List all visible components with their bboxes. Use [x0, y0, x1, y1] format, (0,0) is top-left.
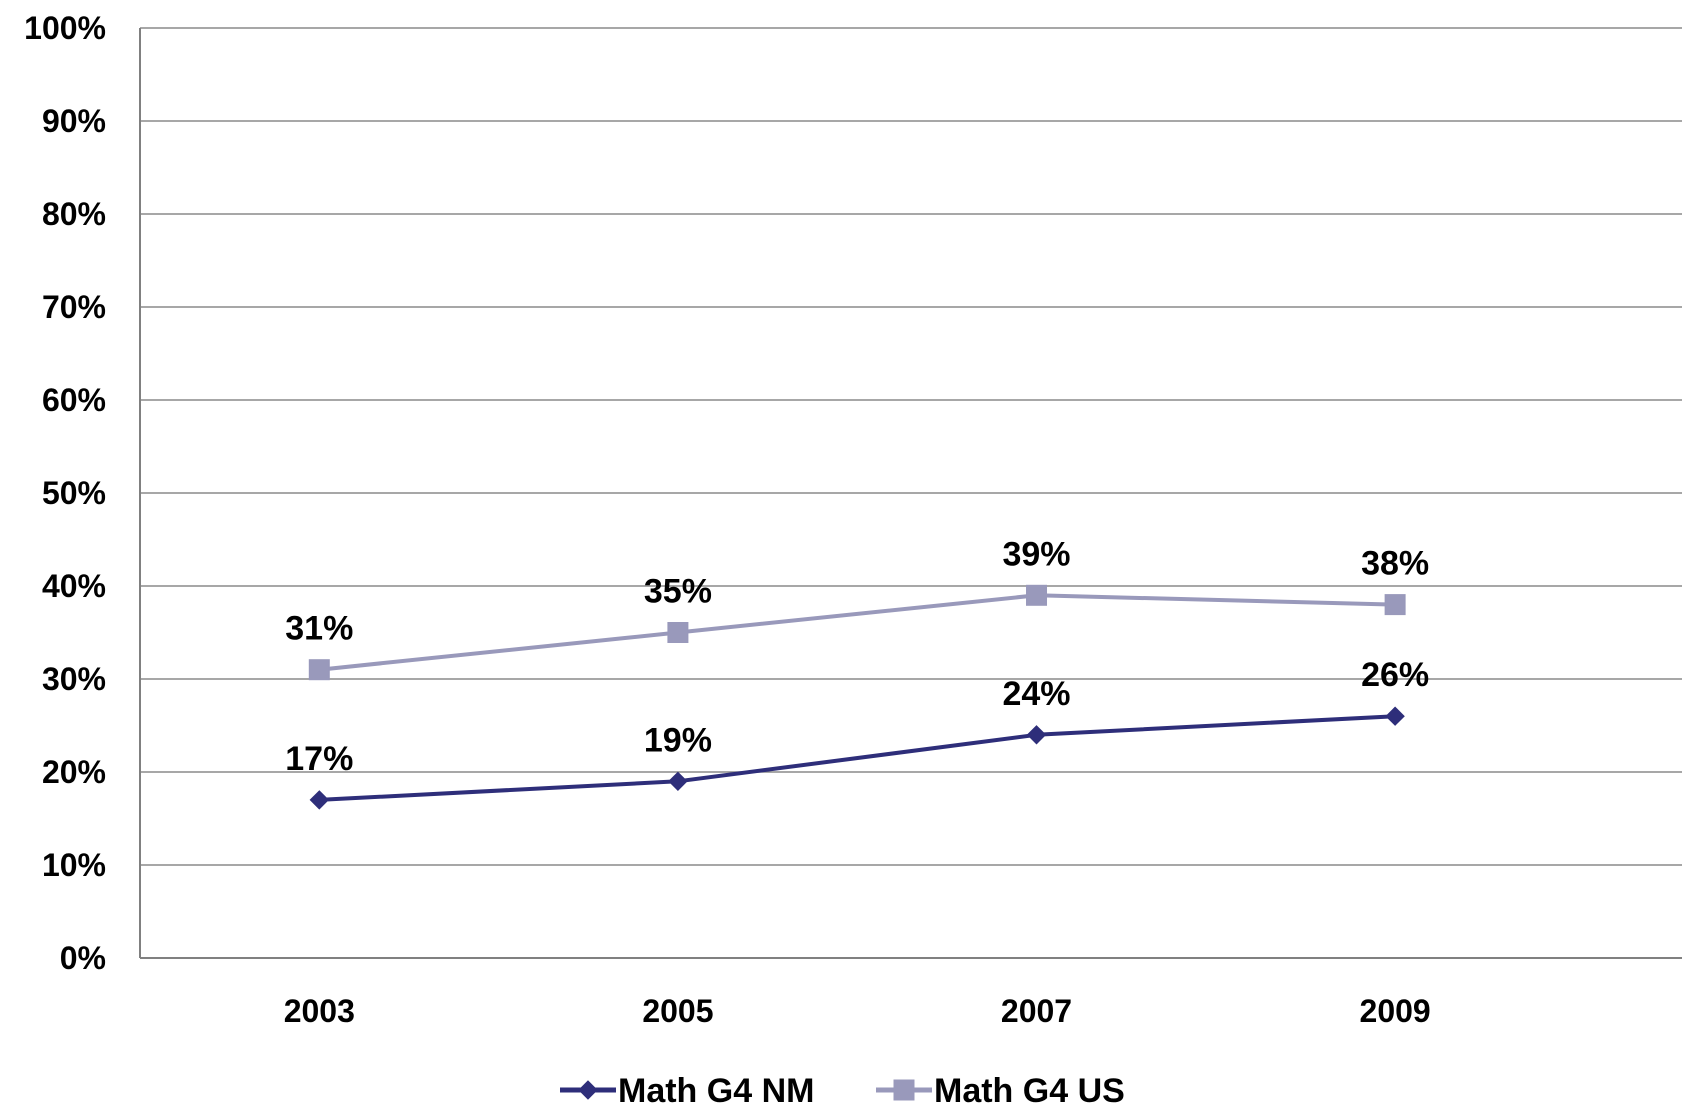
data-point-diamond [309, 790, 330, 810]
y-tick-label: 70% [42, 289, 106, 325]
legend-square-icon [893, 1079, 915, 1101]
y-tick-label: 100% [24, 10, 106, 46]
data-point-square [308, 659, 330, 681]
legend-diamond-icon [578, 1080, 598, 1100]
x-tick-label: 2003 [284, 993, 355, 1029]
x-tick-label: 2005 [642, 993, 713, 1029]
data-label: 35% [644, 573, 712, 611]
x-axis-tick-labels: 2003 2005 2007 2009 [284, 993, 1431, 1029]
y-tick-label: 80% [42, 196, 106, 232]
data-label: 31% [285, 610, 353, 648]
y-tick-label: 40% [42, 568, 106, 604]
data-label: 24% [1002, 675, 1070, 713]
data-label: 19% [644, 721, 712, 759]
y-tick-label: 30% [42, 661, 106, 697]
x-tick-label: 2009 [1360, 993, 1431, 1029]
series-line-math-g4-nm [319, 714, 1396, 802]
y-tick-label: 60% [42, 382, 106, 418]
series-lines [308, 584, 1406, 810]
data-label: 17% [285, 740, 353, 778]
legend-label: Math G4 US [934, 1072, 1125, 1110]
data-point-diamond [1385, 706, 1405, 726]
gridlines [140, 27, 1682, 866]
x-tick-label: 2007 [1001, 993, 1072, 1029]
data-point-square [1384, 594, 1406, 616]
y-tick-label: 0% [60, 940, 106, 976]
axes [139, 28, 1682, 959]
data-point-diamond [1026, 725, 1047, 745]
y-tick-label: 90% [42, 103, 106, 139]
data-label: 26% [1361, 656, 1429, 694]
data-point-square [667, 622, 689, 643]
y-tick-label: 20% [42, 754, 106, 790]
series-line-math-g4-us [319, 593, 1396, 672]
data-label: 39% [1002, 535, 1070, 573]
data-labels: 17% 19% 24% 26% 31% 35% 39% 38% [285, 535, 1429, 778]
data-point-diamond [668, 771, 688, 792]
data-label: 38% [1361, 545, 1429, 583]
y-axis-tick-labels: 0% 10% 20% 30% 40% 50% 60% 70% 80% 90% 100% [24, 10, 106, 976]
data-point-square [1026, 584, 1048, 606]
legend: Math G4 NM Math G4 US [560, 1072, 1125, 1110]
y-tick-label: 50% [42, 475, 106, 511]
y-tick-label: 10% [42, 847, 106, 883]
legend-label: Math G4 NM [618, 1072, 814, 1110]
